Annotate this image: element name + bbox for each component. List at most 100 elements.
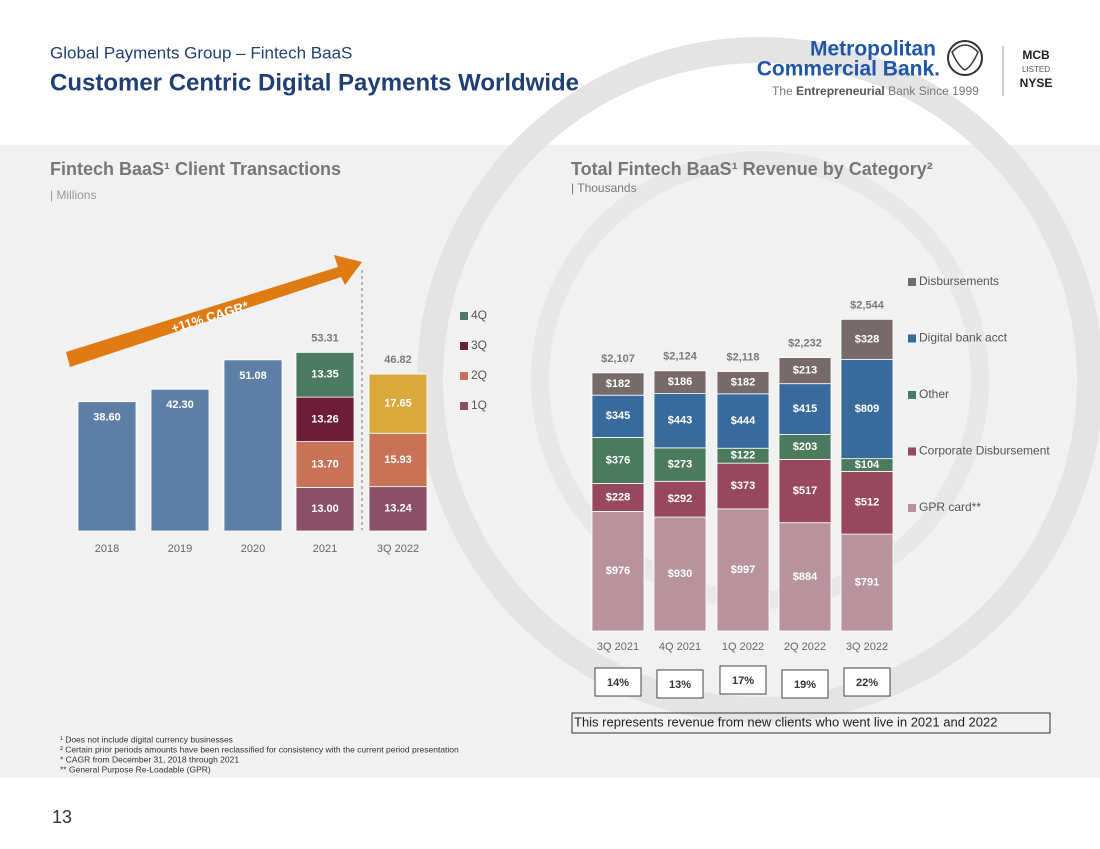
x-tick-label: 3Q 2022 xyxy=(846,641,888,653)
globe-decor xyxy=(417,37,1100,723)
bar-segment xyxy=(295,441,355,488)
x-tick-label: 2020 xyxy=(241,543,265,555)
share-box xyxy=(719,665,767,695)
data-label: $213 xyxy=(793,365,817,377)
bar-segment xyxy=(591,394,645,438)
data-label: $345 xyxy=(606,410,630,422)
eagle-emblem xyxy=(947,40,983,76)
bar-segment xyxy=(653,447,707,482)
legend-swatch xyxy=(460,342,468,350)
data-label: $122 xyxy=(731,450,755,462)
bar-segment xyxy=(778,434,832,460)
listed: LISTED xyxy=(1022,65,1050,74)
legend-label: GPR card** xyxy=(919,500,981,514)
eagle-emblem xyxy=(951,44,979,71)
share-label: 14% xyxy=(607,677,629,689)
legend-label: 1Q xyxy=(471,398,487,412)
data-label: $186 xyxy=(668,376,692,388)
note-box xyxy=(571,712,1051,734)
chart-unit: | Millions xyxy=(50,188,96,202)
total-label: $2,124 xyxy=(663,351,698,363)
data-label: $415 xyxy=(793,403,817,415)
total-label: $2,118 xyxy=(726,351,759,363)
bar-segment xyxy=(840,533,894,632)
data-label: $292 xyxy=(668,493,692,505)
legend-swatch xyxy=(460,372,468,380)
footnotes: ¹ Does not include digital currency busi… xyxy=(60,734,459,774)
total-label: 46.82 xyxy=(384,354,412,366)
data-label: $884 xyxy=(793,571,818,583)
share-label: 22% xyxy=(856,677,878,689)
tagline-part: The xyxy=(772,84,793,98)
data-label: $373 xyxy=(731,480,755,492)
x-tick-label: 1Q 2022 xyxy=(722,641,764,653)
data-label: $328 xyxy=(855,333,879,345)
bar-segment xyxy=(653,516,707,632)
data-label: $376 xyxy=(606,454,630,466)
legend-label: Digital bank acct xyxy=(919,331,1008,345)
legend-label: 2Q xyxy=(471,368,487,382)
x-tick-label: 2018 xyxy=(95,543,119,555)
total-label: $2,544 xyxy=(850,299,885,311)
total-label: 53.31 xyxy=(311,332,339,344)
data-label: $997 xyxy=(731,564,755,576)
data-label: $444 xyxy=(731,415,756,427)
bar-segment xyxy=(295,487,355,532)
bar-segment xyxy=(778,458,832,524)
share-box xyxy=(781,669,829,699)
bar-segment xyxy=(840,359,894,460)
bar-segment xyxy=(716,371,770,395)
bar-segment xyxy=(591,483,645,512)
data-label: $203 xyxy=(793,441,817,453)
data-label: $809 xyxy=(855,403,879,415)
data-label: $228 xyxy=(606,491,630,503)
x-tick-label: 3Q 2021 xyxy=(597,641,639,653)
legend-label: Corporate Disbursement xyxy=(919,444,1050,458)
data-label: 42.30 xyxy=(166,399,194,411)
chart-title: Fintech BaaS¹ Client Transactions xyxy=(50,159,341,179)
bar-segment xyxy=(778,357,832,385)
data-label: $930 xyxy=(668,568,692,580)
data-label: $182 xyxy=(606,378,630,390)
footnote: ¹ Does not include digital currency busi… xyxy=(60,734,233,744)
footnote: * CAGR from December 31, 2018 through 20… xyxy=(60,754,239,764)
share-box xyxy=(594,667,642,697)
chart-title: Total Fintech BaaS¹ Revenue by Category² xyxy=(571,159,933,179)
bar-segment xyxy=(716,462,770,510)
x-tick-label: 3Q 2022 xyxy=(377,543,419,555)
data-label: $182 xyxy=(731,377,755,389)
logo-name: Metropolitan xyxy=(810,38,936,61)
tagline-part: Entrepreneurial xyxy=(796,84,885,98)
bar-segment xyxy=(591,437,645,484)
data-label: $104 xyxy=(855,459,880,471)
share-label: 19% xyxy=(794,679,816,691)
footnote: ² Certain prior periods amounts have bee… xyxy=(60,744,459,754)
data-label: 17.65 xyxy=(384,398,412,410)
data-label: 13.26 xyxy=(311,413,339,425)
data-label: 15.93 xyxy=(384,454,412,466)
chart-unit: | Thousands xyxy=(571,181,637,195)
data-label: 13.24 xyxy=(384,503,412,515)
legend-swatch xyxy=(908,391,916,399)
legend-swatch xyxy=(908,278,916,286)
legend-swatch xyxy=(460,312,468,320)
bar-segment xyxy=(295,396,355,442)
logo: Metropolitan Commercial Bank. The Entrep… xyxy=(757,38,1053,99)
data-label: 38.60 xyxy=(93,412,121,424)
bar-segment xyxy=(716,393,770,449)
share-label: 17% xyxy=(732,675,754,687)
bar-segment xyxy=(840,318,894,360)
legend-label: Other xyxy=(919,387,949,401)
bar-segment xyxy=(295,352,355,398)
slide-title: Customer Centric Digital Payments Worldw… xyxy=(50,69,579,96)
total-label: $2,107 xyxy=(601,353,635,365)
data-label: 51.08 xyxy=(239,370,267,382)
page-number: 13 xyxy=(52,807,72,827)
note: This represents revenue from new clients… xyxy=(574,714,997,729)
legend-swatch xyxy=(908,447,916,456)
bar-segment xyxy=(77,401,137,532)
share-box xyxy=(843,667,891,697)
exchange: NYSE xyxy=(1020,76,1053,90)
bar-segment xyxy=(653,370,707,394)
